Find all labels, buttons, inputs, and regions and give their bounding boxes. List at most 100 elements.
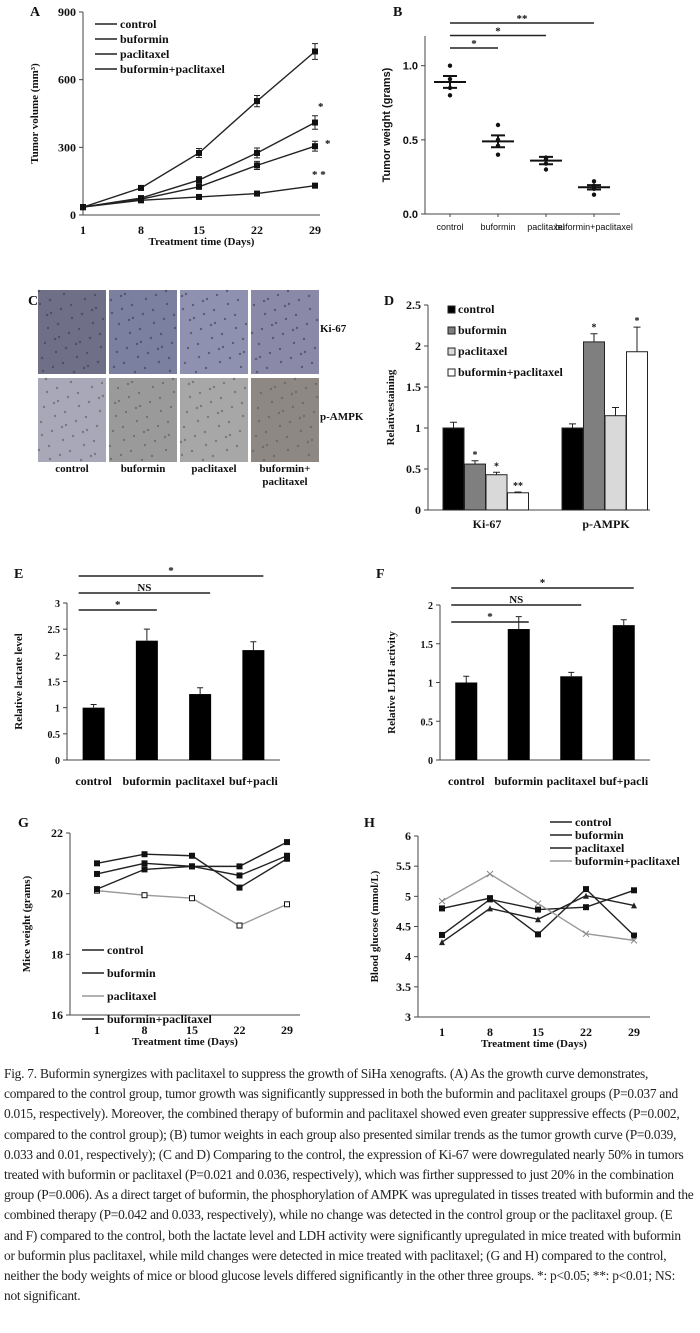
cell-dot xyxy=(233,313,237,317)
bar-buformin xyxy=(583,341,605,511)
cell-dot xyxy=(108,444,112,448)
cell-dot xyxy=(232,377,236,381)
data-point xyxy=(284,852,290,859)
data-point xyxy=(196,177,202,184)
cell-dot xyxy=(290,392,294,396)
cell-dot xyxy=(211,454,215,458)
cell-dot xyxy=(135,342,139,346)
cell-dot xyxy=(310,438,314,442)
y-tick-label: 2 xyxy=(55,651,60,662)
cell-dot xyxy=(183,361,187,365)
cell-dot xyxy=(308,307,312,311)
cell-dot xyxy=(80,312,84,316)
bar-control xyxy=(82,707,105,760)
cell-dot xyxy=(277,411,281,415)
cell-dot xyxy=(209,323,213,327)
cell-dot xyxy=(82,443,86,447)
cell-dot xyxy=(279,360,283,364)
y-tick-label: 300 xyxy=(58,140,76,154)
cell-dot xyxy=(164,448,168,452)
cell-dot xyxy=(180,453,184,457)
legend-swatch xyxy=(447,368,456,377)
cell-dot xyxy=(109,457,113,461)
cell-dot xyxy=(283,304,287,308)
data-point xyxy=(495,122,501,128)
x-tick-label: 8 xyxy=(138,223,144,237)
data-point xyxy=(196,149,202,156)
x-tick-label: buf+pacli xyxy=(599,774,649,788)
x-tick-label: 8 xyxy=(487,1025,493,1039)
cell-dot xyxy=(61,361,65,365)
cell-dot xyxy=(66,395,70,399)
cell-dot xyxy=(100,381,104,385)
cell-dot xyxy=(166,420,170,424)
y-tick-label: 1 xyxy=(55,704,60,715)
legend-swatch xyxy=(447,305,456,314)
cell-dot xyxy=(294,313,298,317)
cell-dot xyxy=(244,322,248,326)
legend-label: control xyxy=(458,302,495,316)
cell-dot xyxy=(69,380,73,384)
cell-dot xyxy=(199,404,203,408)
error-bar xyxy=(450,421,457,428)
cell-dot xyxy=(172,313,176,317)
legend-label: buformin xyxy=(458,323,507,337)
x-tick-label: 15 xyxy=(193,223,205,237)
significance-mark: * xyxy=(635,316,640,327)
cell-dot xyxy=(272,454,276,458)
cell-dot xyxy=(45,390,49,394)
cell-dot xyxy=(92,439,96,443)
legend-swatch xyxy=(447,326,456,335)
data-point xyxy=(312,119,318,126)
cell-dot xyxy=(222,381,226,385)
cell-dot xyxy=(257,342,261,346)
x-tick-label: 22 xyxy=(251,223,263,237)
cell-dot xyxy=(60,425,64,429)
legend-label: buformin+paclitaxel xyxy=(107,1012,213,1026)
cell-dot xyxy=(201,299,205,303)
cell-dot xyxy=(262,299,266,303)
cell-dot xyxy=(266,297,270,301)
y-tick-label: 3.5 xyxy=(396,980,411,994)
cell-dot xyxy=(72,370,76,374)
cell-dot xyxy=(111,429,115,433)
error-bar xyxy=(633,326,641,352)
cell-dot xyxy=(173,326,177,330)
legend-label: control xyxy=(107,943,144,957)
cell-dot xyxy=(53,337,57,341)
bar-buformin+paclitaxel xyxy=(626,351,648,511)
legend-label: paclitaxel xyxy=(575,841,625,855)
cell-dot xyxy=(161,381,165,385)
cell-dot xyxy=(89,454,93,458)
cell-dot xyxy=(263,312,267,316)
cell-dot xyxy=(52,401,56,405)
y-tick-label: 0.5 xyxy=(421,717,434,728)
x-tick-label: 29 xyxy=(309,223,321,237)
column-label: buformin xyxy=(121,463,166,475)
y-tick-label: 0 xyxy=(70,208,76,222)
cell-dot xyxy=(113,401,117,405)
significance-mark: * xyxy=(473,450,478,461)
cell-dot xyxy=(202,312,206,316)
cell-dot xyxy=(181,307,185,311)
cell-dot xyxy=(50,429,54,433)
cell-dot xyxy=(304,386,308,390)
cell-dot xyxy=(307,294,311,298)
x-tick-label: buformin+paclitaxel xyxy=(555,222,633,232)
cell-dot xyxy=(289,356,293,360)
figure-caption: Fig. 7. Buformin synergizes with paclita… xyxy=(4,1066,694,1304)
cell-dot xyxy=(236,298,240,302)
cell-dot xyxy=(142,430,146,434)
legend-label: paclitaxel xyxy=(107,989,157,1003)
legend-label: buformin xyxy=(120,32,169,46)
y-tick-label: 3 xyxy=(55,599,60,610)
y-tick-label: 1.5 xyxy=(48,678,61,689)
error-bar xyxy=(250,641,257,651)
ihc-image xyxy=(38,290,106,374)
ihc-image xyxy=(180,378,248,462)
cell-dot xyxy=(315,395,319,399)
x-tick-label: paclitaxel xyxy=(547,774,597,788)
cell-dot xyxy=(168,369,172,373)
mean-sem xyxy=(434,75,466,89)
